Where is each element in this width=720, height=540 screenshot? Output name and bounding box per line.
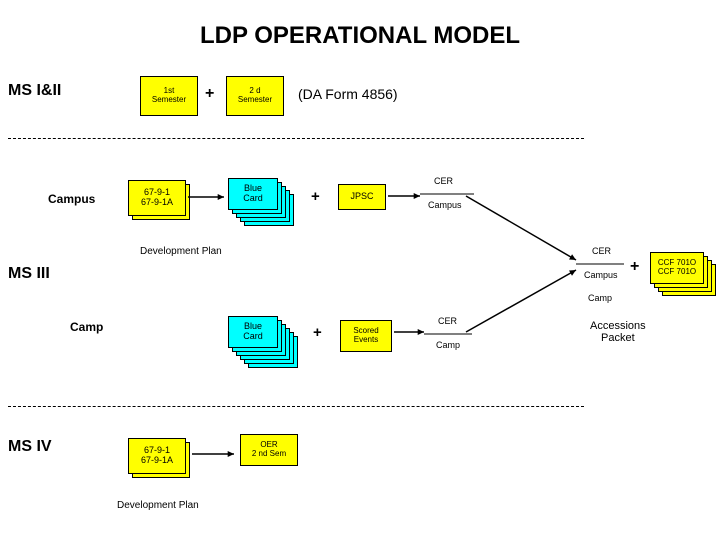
- plus-2: +: [313, 324, 322, 341]
- plus-0: +: [205, 85, 214, 103]
- box-scored: ScoredEvents: [340, 320, 392, 352]
- label-ms3: MS III: [8, 265, 50, 283]
- label-acc: AccessionsPacket: [590, 320, 646, 344]
- stack-s67b: 67-9-167-9-1A: [128, 438, 192, 480]
- stack-blue1: BlueCard: [228, 178, 296, 228]
- label-daform: (DA Form 4856): [298, 86, 398, 102]
- box-oer2: OER2 nd Sem: [240, 434, 298, 466]
- label-dev1: Development Plan: [140, 246, 222, 257]
- divider-1: [8, 406, 584, 407]
- label-camp: Camp: [70, 320, 103, 334]
- box-sem1: 1stSemester: [140, 76, 198, 116]
- arrow-1: [382, 190, 426, 202]
- plus-1: +: [311, 188, 320, 205]
- title: LDP OPERATIONAL MODEL: [0, 22, 720, 50]
- divider-0: [8, 138, 584, 139]
- arrow-5: [186, 448, 240, 460]
- label-dev2: Development Plan: [117, 500, 199, 511]
- arrow-2: [460, 190, 582, 266]
- arrow-0: [182, 191, 230, 203]
- label-ms4: MS IV: [8, 438, 52, 456]
- cer-label-0: CER: [434, 176, 453, 186]
- label-campus: Campus: [48, 192, 95, 206]
- cer-label-2: CER: [592, 246, 611, 256]
- cer-label-6: Camp: [436, 340, 460, 350]
- cer-label-5: CER: [438, 316, 457, 326]
- label-ms12: MS I&II: [8, 82, 61, 100]
- stack-ccf: CCF 701OCCF 701O: [650, 252, 718, 298]
- cer-label-1: Campus: [428, 200, 462, 210]
- box-jpsc: JPSC: [338, 184, 386, 210]
- box-sem2: 2 dSemester: [226, 76, 284, 116]
- arrow-4: [388, 326, 430, 338]
- stack-blue2: BlueCard: [228, 316, 300, 370]
- cer-label-3: Campus: [584, 270, 618, 280]
- cer-label-4: Camp: [588, 293, 612, 303]
- arrow-3: [460, 264, 582, 338]
- plus-3: +: [630, 258, 639, 276]
